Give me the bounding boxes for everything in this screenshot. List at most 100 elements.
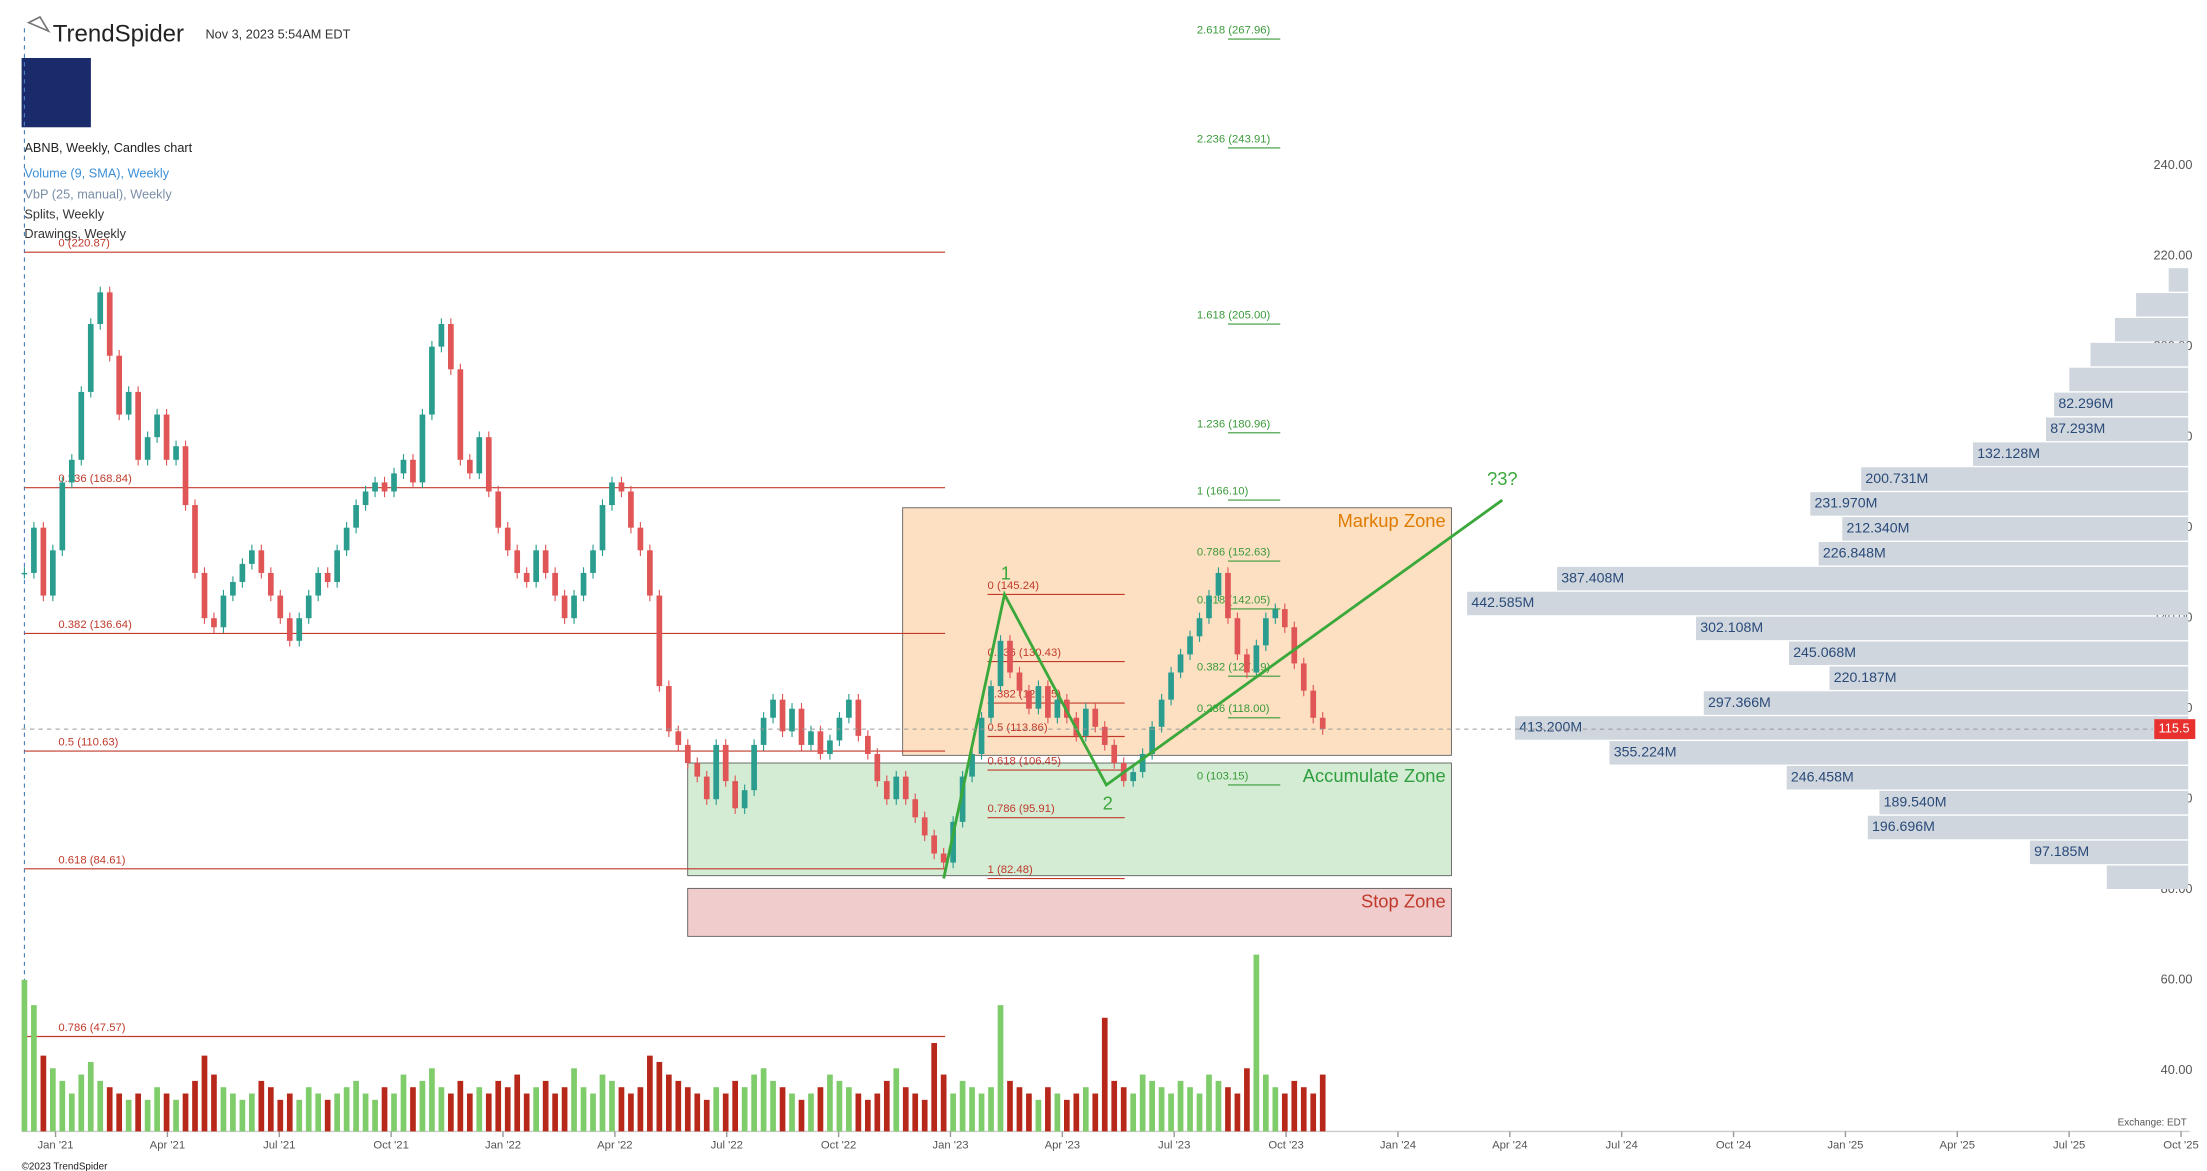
volume-bar bbox=[741, 1087, 748, 1132]
volume-bar bbox=[580, 1087, 587, 1132]
indicator: Splits, Weekly bbox=[24, 206, 104, 221]
volume-profile-label: 82.296M bbox=[2058, 395, 2113, 411]
volume-bar bbox=[211, 1074, 217, 1132]
indicator: Volume (9, SMA), Weekly bbox=[24, 165, 169, 180]
fib-label: 0 (103.15) bbox=[1197, 770, 1249, 782]
volume-bar bbox=[1073, 1093, 1080, 1132]
fib-label: 0.618 (106.45) bbox=[988, 756, 1062, 768]
candle bbox=[751, 744, 757, 791]
fib-label: 2.236 (243.91) bbox=[1197, 133, 1271, 145]
volume-bar bbox=[448, 1093, 454, 1132]
volume-bar bbox=[675, 1080, 682, 1132]
volume-bar bbox=[694, 1093, 701, 1132]
volume-profile-bar bbox=[1696, 616, 2189, 641]
volume-bar bbox=[770, 1080, 776, 1132]
volume-bar bbox=[1130, 1093, 1137, 1132]
candle bbox=[438, 324, 445, 347]
candle bbox=[381, 482, 388, 492]
volume-bar bbox=[921, 1099, 928, 1132]
volume-bar bbox=[267, 1087, 274, 1132]
candle bbox=[1168, 672, 1174, 700]
volume-bar bbox=[154, 1087, 160, 1132]
volume-bar bbox=[1234, 1093, 1241, 1132]
candle bbox=[921, 817, 928, 836]
volume-bar bbox=[125, 1099, 132, 1132]
volume-bar bbox=[978, 1093, 985, 1132]
volume-profile-bar bbox=[2114, 317, 2189, 342]
volume-bar bbox=[997, 1005, 1004, 1132]
volume-bar bbox=[514, 1074, 521, 1132]
candle bbox=[1016, 672, 1023, 691]
volume-bar bbox=[324, 1099, 331, 1132]
current-price-label: 115.5 bbox=[2159, 720, 2190, 735]
volume-bar bbox=[277, 1099, 284, 1132]
candle bbox=[1007, 640, 1013, 673]
volume-bar bbox=[969, 1087, 975, 1132]
volume-bar bbox=[732, 1080, 739, 1132]
volume-bar bbox=[1111, 1080, 1118, 1132]
candle bbox=[703, 776, 710, 800]
volume-bar bbox=[628, 1093, 634, 1132]
candle bbox=[770, 699, 776, 718]
volume-bar bbox=[192, 1080, 198, 1132]
volume-profile-bar bbox=[1788, 641, 2189, 666]
volume-bar bbox=[1253, 954, 1260, 1132]
candle bbox=[68, 459, 75, 483]
volume-bar bbox=[343, 1087, 350, 1132]
candle bbox=[1225, 572, 1231, 619]
candle bbox=[533, 550, 540, 582]
volume-bar bbox=[1016, 1087, 1023, 1132]
volume-bar bbox=[400, 1074, 407, 1132]
volume-bar bbox=[40, 1055, 47, 1132]
candle bbox=[514, 550, 521, 573]
candle bbox=[628, 491, 634, 528]
volume-profile-label: 189.540M bbox=[1884, 793, 1947, 809]
volume-bar bbox=[1206, 1074, 1212, 1132]
volume-bar bbox=[1310, 1093, 1317, 1132]
volume-bar bbox=[1272, 1087, 1279, 1132]
x-tick-label: Jul '24 bbox=[1606, 1140, 1638, 1152]
copyright: ©2023 TrendSpider bbox=[22, 1161, 108, 1171]
volume-bar bbox=[1120, 1087, 1127, 1132]
candle bbox=[893, 776, 900, 800]
volume-bar bbox=[419, 1080, 426, 1132]
candle bbox=[372, 482, 378, 492]
volume-bar bbox=[533, 1087, 540, 1132]
candle bbox=[429, 346, 435, 415]
volume-bar bbox=[286, 1093, 293, 1132]
candle bbox=[410, 459, 416, 483]
current-price-box bbox=[2154, 719, 2196, 739]
volume-bar bbox=[1300, 1087, 1307, 1132]
x-tick-label: Oct '21 bbox=[373, 1140, 408, 1152]
candle bbox=[883, 781, 890, 800]
fib-label: 0.786 (47.57) bbox=[58, 1022, 125, 1034]
volume-bar bbox=[106, 1087, 113, 1132]
candle bbox=[201, 572, 208, 619]
volume-bar bbox=[163, 1093, 170, 1132]
candle bbox=[1045, 686, 1051, 718]
volume-bar bbox=[457, 1080, 464, 1132]
timestamp: Nov 3, 2023 5:54AM EDT bbox=[205, 27, 350, 42]
candle bbox=[1281, 609, 1288, 628]
volume-profile-label: 297.366M bbox=[1708, 694, 1771, 710]
volume-bar bbox=[912, 1093, 919, 1132]
volume-bar bbox=[116, 1093, 123, 1132]
volume-bar bbox=[429, 1068, 435, 1132]
candle bbox=[1092, 708, 1099, 727]
candle bbox=[495, 491, 502, 528]
candle bbox=[1149, 726, 1155, 754]
volume-bar bbox=[1149, 1080, 1155, 1132]
volume-bar bbox=[722, 1093, 729, 1132]
volume-bar bbox=[571, 1068, 577, 1132]
fib-label: 0.5 (113.86) bbox=[988, 722, 1048, 734]
fib-label: 1.236 (180.96) bbox=[1197, 418, 1271, 430]
volume-bar bbox=[504, 1087, 511, 1132]
zone-label: Markup Zone bbox=[1337, 510, 1445, 531]
candle bbox=[665, 686, 672, 732]
volume-bar bbox=[798, 1099, 805, 1132]
volume-profile-label: 387.408M bbox=[1561, 569, 1624, 585]
volume-profile-bar bbox=[1609, 741, 2189, 765]
zone-label: Stop Zone bbox=[1361, 890, 1446, 911]
volume-bar bbox=[334, 1093, 340, 1132]
volume-bar bbox=[684, 1087, 691, 1132]
